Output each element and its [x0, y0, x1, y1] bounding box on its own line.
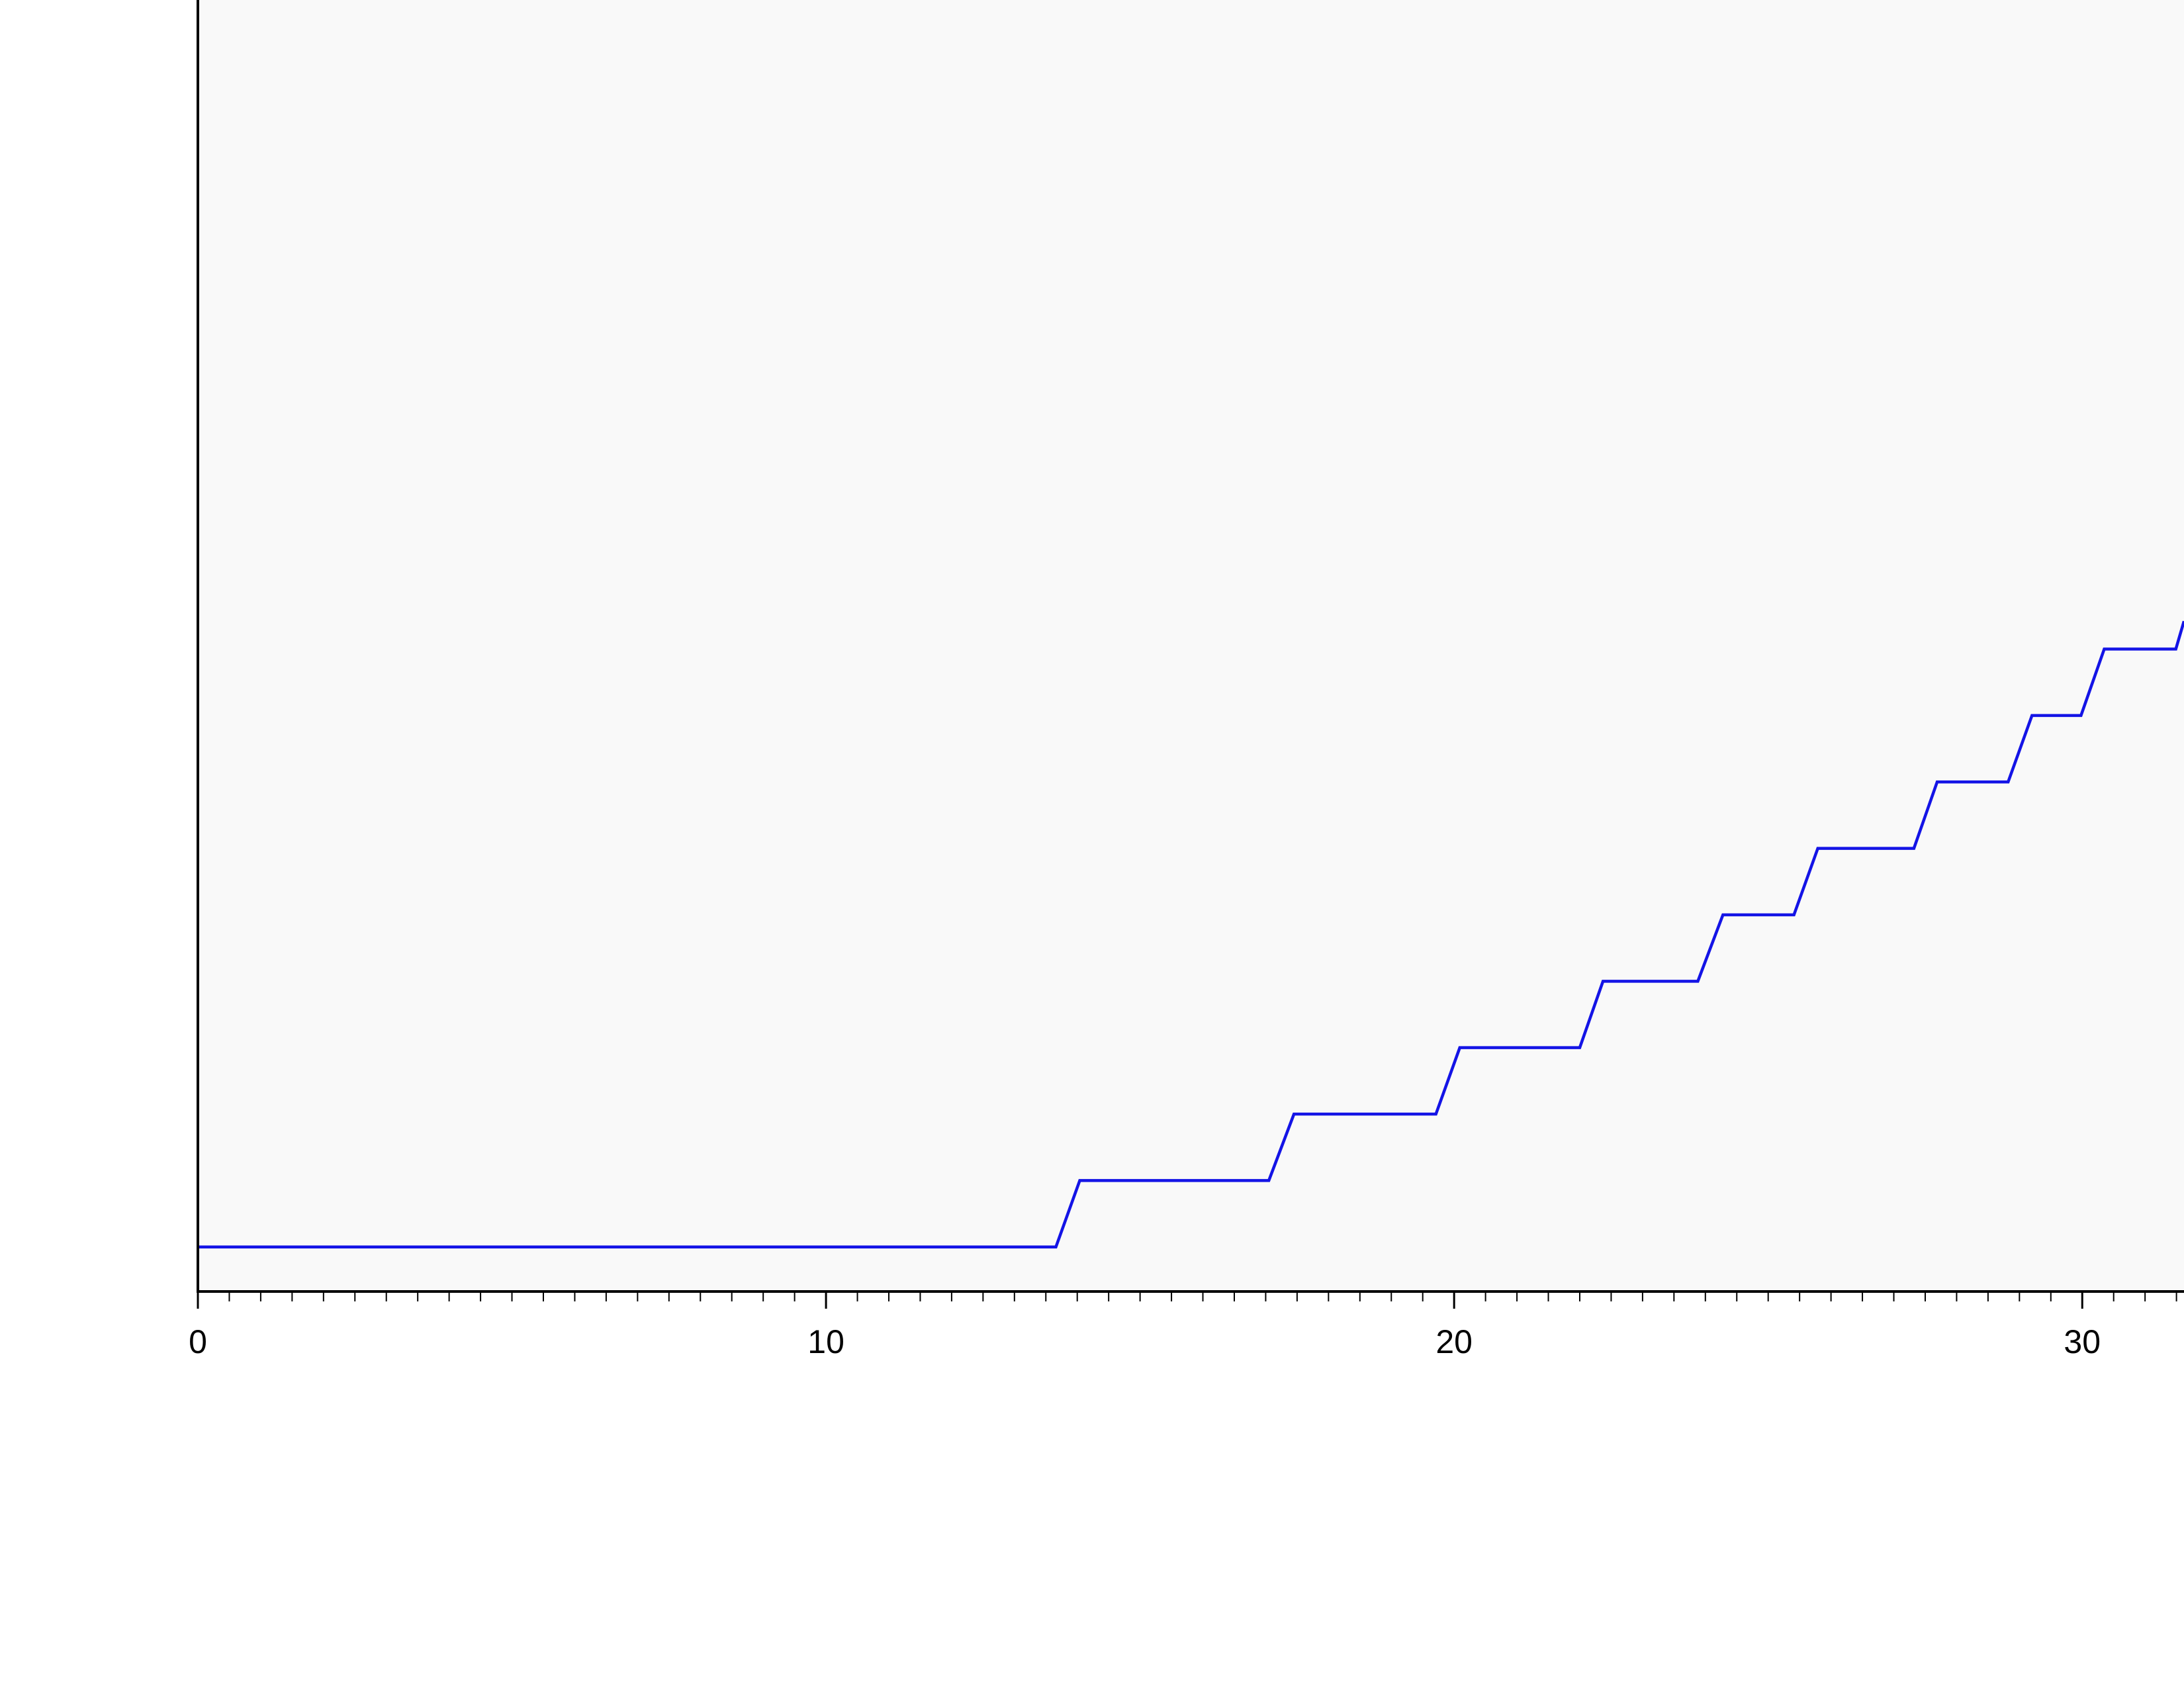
data-line: [198, 620, 2184, 1249]
x-tick-label: 10: [807, 1323, 844, 1360]
x-tick-label: 30: [2064, 1323, 2101, 1360]
plot-area: [198, 0, 2184, 1291]
x-tick-label: 20: [1435, 1323, 1473, 1360]
x-tick-label: 0: [189, 1323, 207, 1360]
